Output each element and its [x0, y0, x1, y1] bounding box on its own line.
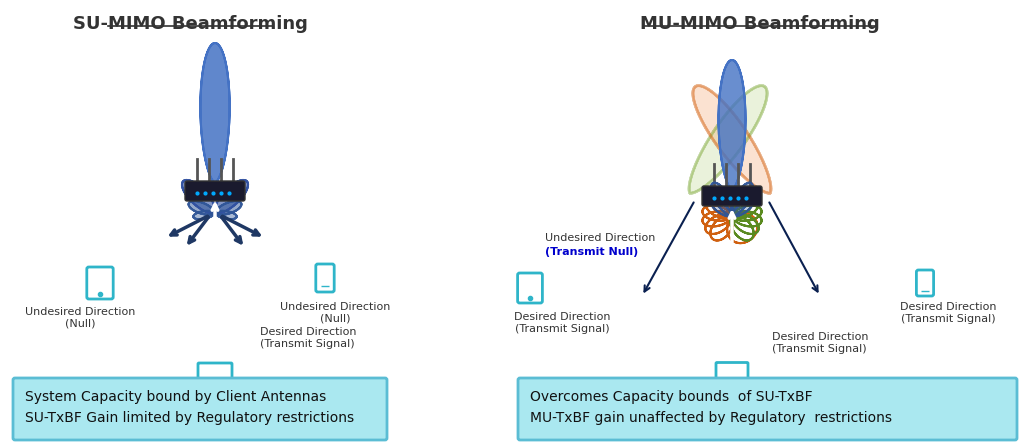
FancyBboxPatch shape: [917, 270, 934, 296]
Polygon shape: [711, 183, 733, 216]
Text: System Capacity bound by Client Antennas
SU-TxBF Gain limited by Regulatory rest: System Capacity bound by Client Antennas…: [25, 390, 354, 424]
Polygon shape: [182, 180, 215, 214]
FancyBboxPatch shape: [518, 273, 542, 303]
Text: Undesired Direction: Undesired Direction: [545, 233, 656, 243]
Polygon shape: [731, 183, 753, 216]
FancyBboxPatch shape: [711, 381, 753, 387]
Polygon shape: [711, 201, 732, 217]
Text: Undesired Direction
(Null): Undesired Direction (Null): [279, 302, 390, 324]
FancyBboxPatch shape: [209, 383, 221, 386]
Polygon shape: [693, 85, 771, 193]
Text: Overcomes Capacity bounds  of SU-TxBF
MU-TxBF gain unaffected by Regulatory  res: Overcomes Capacity bounds of SU-TxBF MU-…: [530, 390, 892, 424]
Polygon shape: [189, 201, 215, 215]
Text: Desired Direction
(Transmit Signal): Desired Direction (Transmit Signal): [513, 312, 610, 334]
Text: SU-MIMO Beamforming: SU-MIMO Beamforming: [72, 15, 307, 33]
Text: (Transmit Null): (Transmit Null): [545, 247, 638, 257]
Polygon shape: [194, 211, 215, 219]
Text: Desired Direction
(Transmit Signal): Desired Direction (Transmit Signal): [772, 332, 868, 354]
Polygon shape: [214, 180, 248, 214]
FancyBboxPatch shape: [193, 383, 237, 389]
Text: Undesired Direction
(Null): Undesired Direction (Null): [25, 307, 135, 329]
Polygon shape: [215, 201, 241, 215]
FancyBboxPatch shape: [702, 186, 762, 206]
Text: Desired Direction
(Transmit Signal): Desired Direction (Transmit Signal): [260, 327, 357, 349]
Polygon shape: [215, 211, 237, 219]
FancyBboxPatch shape: [716, 362, 749, 384]
Text: MU-MIMO Beamforming: MU-MIMO Beamforming: [640, 15, 879, 33]
Polygon shape: [689, 85, 767, 193]
Text: Desired Direction
(Transmit Signal): Desired Direction (Transmit Signal): [900, 302, 996, 324]
FancyBboxPatch shape: [198, 363, 232, 386]
Polygon shape: [732, 201, 753, 217]
FancyBboxPatch shape: [13, 378, 387, 440]
FancyBboxPatch shape: [315, 264, 334, 292]
Polygon shape: [200, 43, 230, 183]
FancyBboxPatch shape: [87, 267, 113, 299]
Polygon shape: [719, 60, 745, 190]
FancyBboxPatch shape: [185, 181, 245, 201]
FancyBboxPatch shape: [727, 381, 737, 384]
FancyBboxPatch shape: [518, 378, 1017, 440]
